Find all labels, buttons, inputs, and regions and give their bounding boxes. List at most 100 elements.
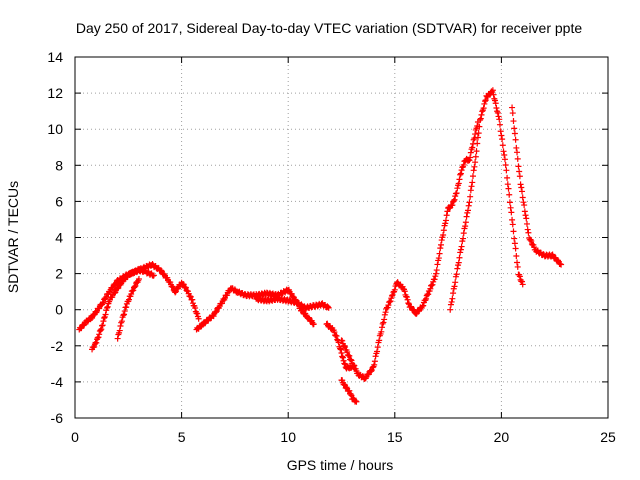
y-tick-label: -4 [51, 374, 64, 390]
y-tick-label: 10 [47, 121, 63, 137]
x-tick-label: 10 [280, 429, 296, 445]
data-point [511, 240, 518, 247]
data-point [348, 357, 355, 364]
data-point [474, 134, 481, 141]
data-point [429, 281, 436, 288]
data-point [437, 245, 444, 252]
series-arc-8 [338, 377, 360, 405]
data-point [496, 116, 503, 123]
data-point [471, 163, 478, 170]
data-point [554, 257, 561, 264]
data-point [451, 196, 458, 203]
data-point [476, 123, 483, 130]
data-point [467, 193, 474, 200]
y-tick-label: 2 [55, 266, 63, 282]
y-tick-label: 0 [55, 302, 63, 318]
data-point [333, 332, 340, 339]
data-point [368, 368, 375, 375]
data-point [504, 181, 511, 188]
data-point [437, 241, 444, 248]
data-point [339, 337, 346, 344]
data-point [347, 356, 354, 363]
data-point [477, 115, 484, 122]
data-point [516, 168, 523, 175]
data-point [135, 276, 142, 283]
data-point [508, 209, 515, 216]
data-point [464, 207, 471, 214]
data-point [112, 289, 119, 296]
data-point [388, 292, 395, 299]
y-tick-label: 14 [47, 49, 63, 65]
data-point [511, 130, 518, 137]
data-point [381, 316, 388, 323]
data-point [477, 116, 484, 123]
data-point [489, 87, 496, 94]
data-point [517, 181, 524, 188]
data-point [472, 153, 479, 160]
data-point [104, 303, 111, 310]
data-point [102, 311, 109, 318]
data-point [525, 229, 532, 236]
data-point [506, 199, 513, 206]
data-point [453, 271, 460, 278]
data-point [510, 228, 517, 235]
data-point [132, 282, 139, 289]
data-point [449, 295, 456, 302]
data-point [194, 310, 201, 317]
data-point [493, 105, 500, 112]
series-arc-3 [114, 276, 142, 342]
series-arc-7 [338, 118, 481, 382]
data-point [465, 202, 472, 209]
data-point [501, 151, 508, 158]
data-point [460, 161, 467, 168]
data-point [514, 263, 521, 270]
data-point [114, 335, 121, 342]
data-point [182, 284, 189, 291]
data-point [100, 299, 107, 306]
series-arc-9 [447, 87, 526, 313]
data-point [111, 290, 118, 297]
data-point [522, 212, 529, 219]
data-point [403, 294, 410, 301]
data-point [472, 131, 479, 138]
data-point [339, 353, 346, 360]
data-point [387, 298, 394, 305]
data-point [435, 255, 442, 262]
x-tick-label: 0 [71, 429, 79, 445]
y-tick-label: 12 [47, 85, 63, 101]
data-point [131, 283, 138, 290]
data-point [523, 215, 530, 222]
data-point [450, 197, 457, 204]
data-point [500, 148, 507, 155]
y-tick-label: -6 [51, 410, 64, 426]
data-point [509, 110, 516, 117]
data-point [443, 212, 450, 219]
data-point [310, 321, 317, 328]
data-point [440, 227, 447, 234]
data-point [518, 184, 525, 191]
data-point [519, 281, 526, 288]
data-point [128, 291, 135, 298]
data-point [453, 190, 460, 197]
data-point [341, 342, 348, 349]
data-point [501, 156, 508, 163]
data-point [150, 272, 157, 279]
data-point [97, 327, 104, 334]
data-point [442, 220, 449, 227]
data-point [455, 259, 462, 266]
data-point [514, 155, 521, 162]
data-point [210, 313, 217, 320]
data-point [130, 287, 137, 294]
data-point [404, 296, 411, 303]
data-point [460, 230, 467, 237]
data-point [511, 235, 518, 242]
data-point [513, 144, 520, 151]
data-point [523, 220, 530, 227]
y-tick-label: 8 [55, 157, 63, 173]
data-point [169, 283, 176, 290]
data-point [495, 113, 502, 120]
data-point [447, 306, 454, 313]
data-point [509, 221, 516, 228]
x-tick-label: 15 [387, 429, 403, 445]
x-tick-label: 25 [600, 429, 616, 445]
